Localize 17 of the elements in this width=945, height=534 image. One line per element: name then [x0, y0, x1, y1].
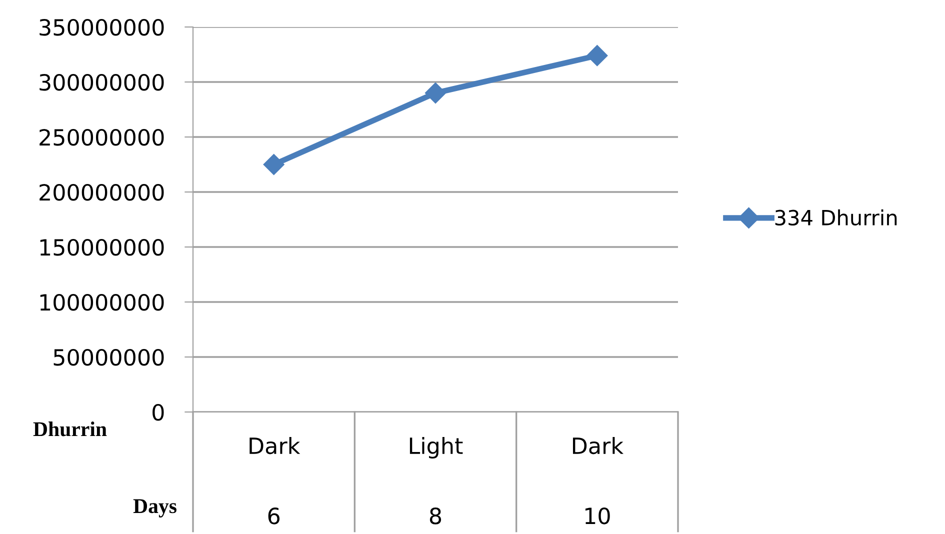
x-tick-label: Dark	[250, 437, 300, 454]
y-tick-label: 250000000	[40, 128, 164, 146]
text: Dhurrin	[33, 422, 107, 436]
y-tick-label: 100000000	[40, 294, 164, 311]
text: 6	[268, 508, 280, 524]
y-tick-label: 50000000	[54, 348, 164, 366]
y-tick-label: 150000000	[40, 238, 164, 256]
x-tick-label: Light	[410, 437, 463, 459]
y-tick-label: 200000000	[40, 184, 164, 201]
y-tick-label: 0	[152, 404, 164, 421]
text: 10	[585, 508, 610, 524]
x-tick-label: Dark	[572, 437, 624, 454]
y-tick-label: 350000000	[40, 18, 164, 36]
y-tick-label: 300000000	[40, 74, 164, 91]
text: 8	[430, 508, 442, 524]
legend-label: 334 Dhurrin	[775, 209, 897, 226]
text: Days	[133, 499, 176, 518]
